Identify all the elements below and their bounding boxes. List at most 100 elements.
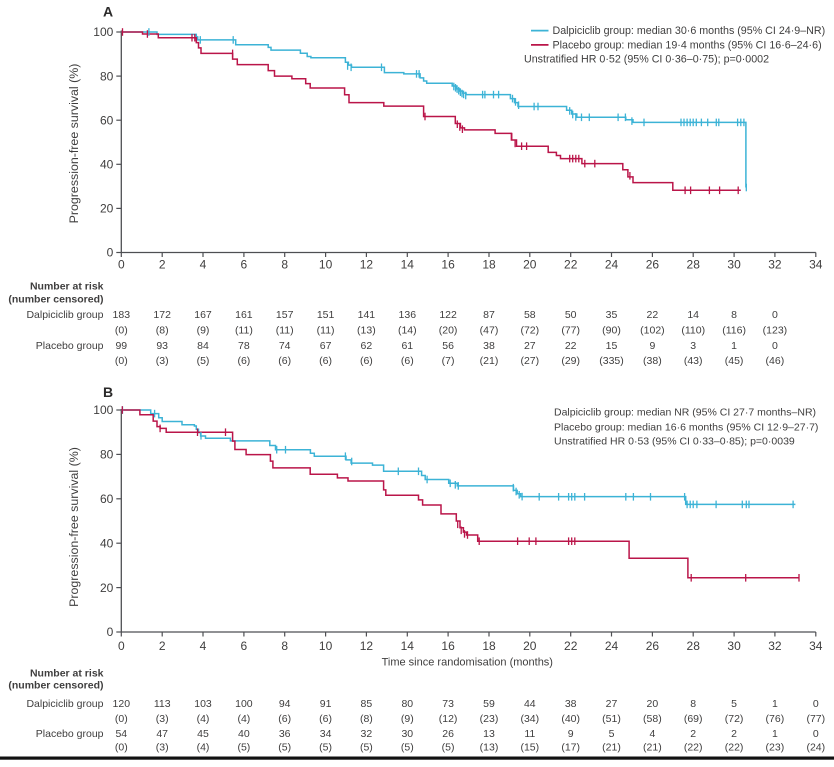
svg-text:(20): (20) [439, 325, 458, 337]
svg-text:(6): (6) [319, 713, 332, 725]
svg-text:(5): (5) [237, 742, 250, 754]
svg-text:(0): (0) [115, 742, 128, 754]
svg-text:(12): (12) [439, 713, 458, 725]
svg-text:(3): (3) [156, 355, 169, 367]
svg-text:26: 26 [646, 257, 660, 271]
svg-text:0: 0 [772, 309, 778, 321]
svg-text:58: 58 [524, 309, 536, 321]
svg-text:Progression-free survival (%): Progression-free survival (%) [67, 447, 81, 607]
svg-text:(number censored): (number censored) [8, 680, 103, 692]
svg-text:30: 30 [401, 728, 413, 740]
svg-text:30: 30 [727, 639, 741, 653]
svg-text:24: 24 [605, 639, 619, 653]
svg-text:141: 141 [358, 309, 376, 321]
svg-text:(77): (77) [561, 325, 580, 337]
svg-text:Unstratified HR 0·52 (95% CI 0: Unstratified HR 0·52 (95% CI 0·36–0·75);… [524, 54, 769, 66]
svg-text:183: 183 [113, 309, 131, 321]
svg-text:1: 1 [772, 698, 778, 710]
svg-text:0: 0 [772, 340, 778, 352]
svg-text:38: 38 [483, 340, 495, 352]
svg-text:(0): (0) [115, 713, 128, 725]
svg-text:0: 0 [107, 246, 114, 260]
svg-text:Placebo group: Placebo group [36, 340, 104, 352]
svg-text:122: 122 [439, 309, 457, 321]
svg-text:36: 36 [279, 728, 291, 740]
svg-text:(21): (21) [602, 742, 621, 754]
svg-text:(17): (17) [561, 742, 580, 754]
svg-text:6: 6 [241, 639, 248, 653]
svg-text:(9): (9) [401, 713, 414, 725]
svg-text:(58): (58) [643, 713, 662, 725]
svg-text:78: 78 [238, 340, 250, 352]
svg-text:24: 24 [605, 257, 619, 271]
svg-text:(110): (110) [681, 325, 705, 337]
svg-text:Number at risk: Number at risk [30, 668, 104, 680]
svg-text:87: 87 [483, 309, 495, 321]
svg-text:(7): (7) [442, 355, 455, 367]
svg-text:2: 2 [731, 728, 737, 740]
svg-text:12: 12 [360, 639, 374, 653]
svg-text:(9): (9) [197, 325, 210, 337]
svg-text:32: 32 [361, 728, 373, 740]
svg-text:Number at risk: Number at risk [30, 280, 104, 292]
svg-text:(43): (43) [684, 355, 703, 367]
svg-text:(116): (116) [722, 325, 746, 337]
svg-text:12: 12 [360, 257, 374, 271]
svg-text:(0): (0) [115, 325, 128, 337]
svg-text:(72): (72) [520, 325, 539, 337]
svg-text:2: 2 [690, 728, 696, 740]
svg-text:3: 3 [690, 340, 696, 352]
svg-text:9: 9 [649, 340, 655, 352]
svg-text:14: 14 [687, 309, 699, 321]
svg-text:(4): (4) [237, 713, 250, 725]
svg-text:44: 44 [524, 698, 536, 710]
svg-text:34: 34 [809, 639, 823, 653]
svg-text:Placebo group: Placebo group [36, 728, 104, 740]
svg-text:(77): (77) [806, 713, 825, 725]
svg-text:(76): (76) [766, 713, 785, 725]
svg-text:0: 0 [107, 625, 114, 639]
svg-text:(14): (14) [398, 325, 417, 337]
svg-text:27: 27 [606, 698, 618, 710]
svg-text:30: 30 [727, 257, 741, 271]
svg-text:(23): (23) [766, 742, 785, 754]
svg-text:40: 40 [238, 728, 250, 740]
svg-text:85: 85 [361, 698, 373, 710]
svg-text:40: 40 [100, 536, 114, 550]
svg-text:8: 8 [731, 309, 737, 321]
svg-text:22: 22 [564, 257, 578, 271]
svg-text:(27): (27) [520, 355, 539, 367]
svg-text:50: 50 [565, 309, 577, 321]
svg-text:(8): (8) [360, 713, 373, 725]
svg-text:18: 18 [482, 257, 496, 271]
svg-text:Progression-free survival (%): Progression-free survival (%) [67, 64, 81, 224]
svg-text:Time since randomisation (mont: Time since randomisation (months) [382, 656, 553, 668]
svg-text:(23): (23) [480, 713, 499, 725]
svg-text:73: 73 [442, 698, 454, 710]
svg-text:(11): (11) [235, 325, 253, 337]
svg-text:157: 157 [276, 309, 294, 321]
svg-text:6: 6 [241, 257, 248, 271]
svg-text:103: 103 [194, 698, 212, 710]
svg-text:Placebo group: median 16·6 mon: Placebo group: median 16·6 months (95% C… [554, 421, 818, 433]
svg-text:0: 0 [813, 698, 819, 710]
svg-text:(13): (13) [480, 742, 499, 754]
svg-text:(34): (34) [520, 713, 539, 725]
svg-text:99: 99 [115, 340, 127, 352]
svg-text:16: 16 [441, 257, 455, 271]
svg-text:Dalpiciclib group: median 30·6: Dalpiciclib group: median 30·6 months (9… [553, 25, 826, 37]
svg-text:34: 34 [320, 728, 332, 740]
svg-text:Placebo group: median 19·4 mon: Placebo group: median 19·4 months (95% C… [553, 40, 822, 52]
svg-text:8: 8 [281, 257, 288, 271]
svg-text:67: 67 [320, 340, 332, 352]
svg-text:113: 113 [154, 698, 171, 710]
svg-text:28: 28 [687, 639, 701, 653]
svg-text:172: 172 [153, 309, 171, 321]
svg-text:(38): (38) [643, 355, 662, 367]
svg-text:(335): (335) [599, 355, 624, 367]
svg-text:40: 40 [100, 158, 114, 172]
svg-text:8: 8 [281, 639, 288, 653]
svg-text:(6): (6) [278, 713, 291, 725]
svg-text:(69): (69) [684, 713, 703, 725]
svg-text:(5): (5) [401, 742, 414, 754]
